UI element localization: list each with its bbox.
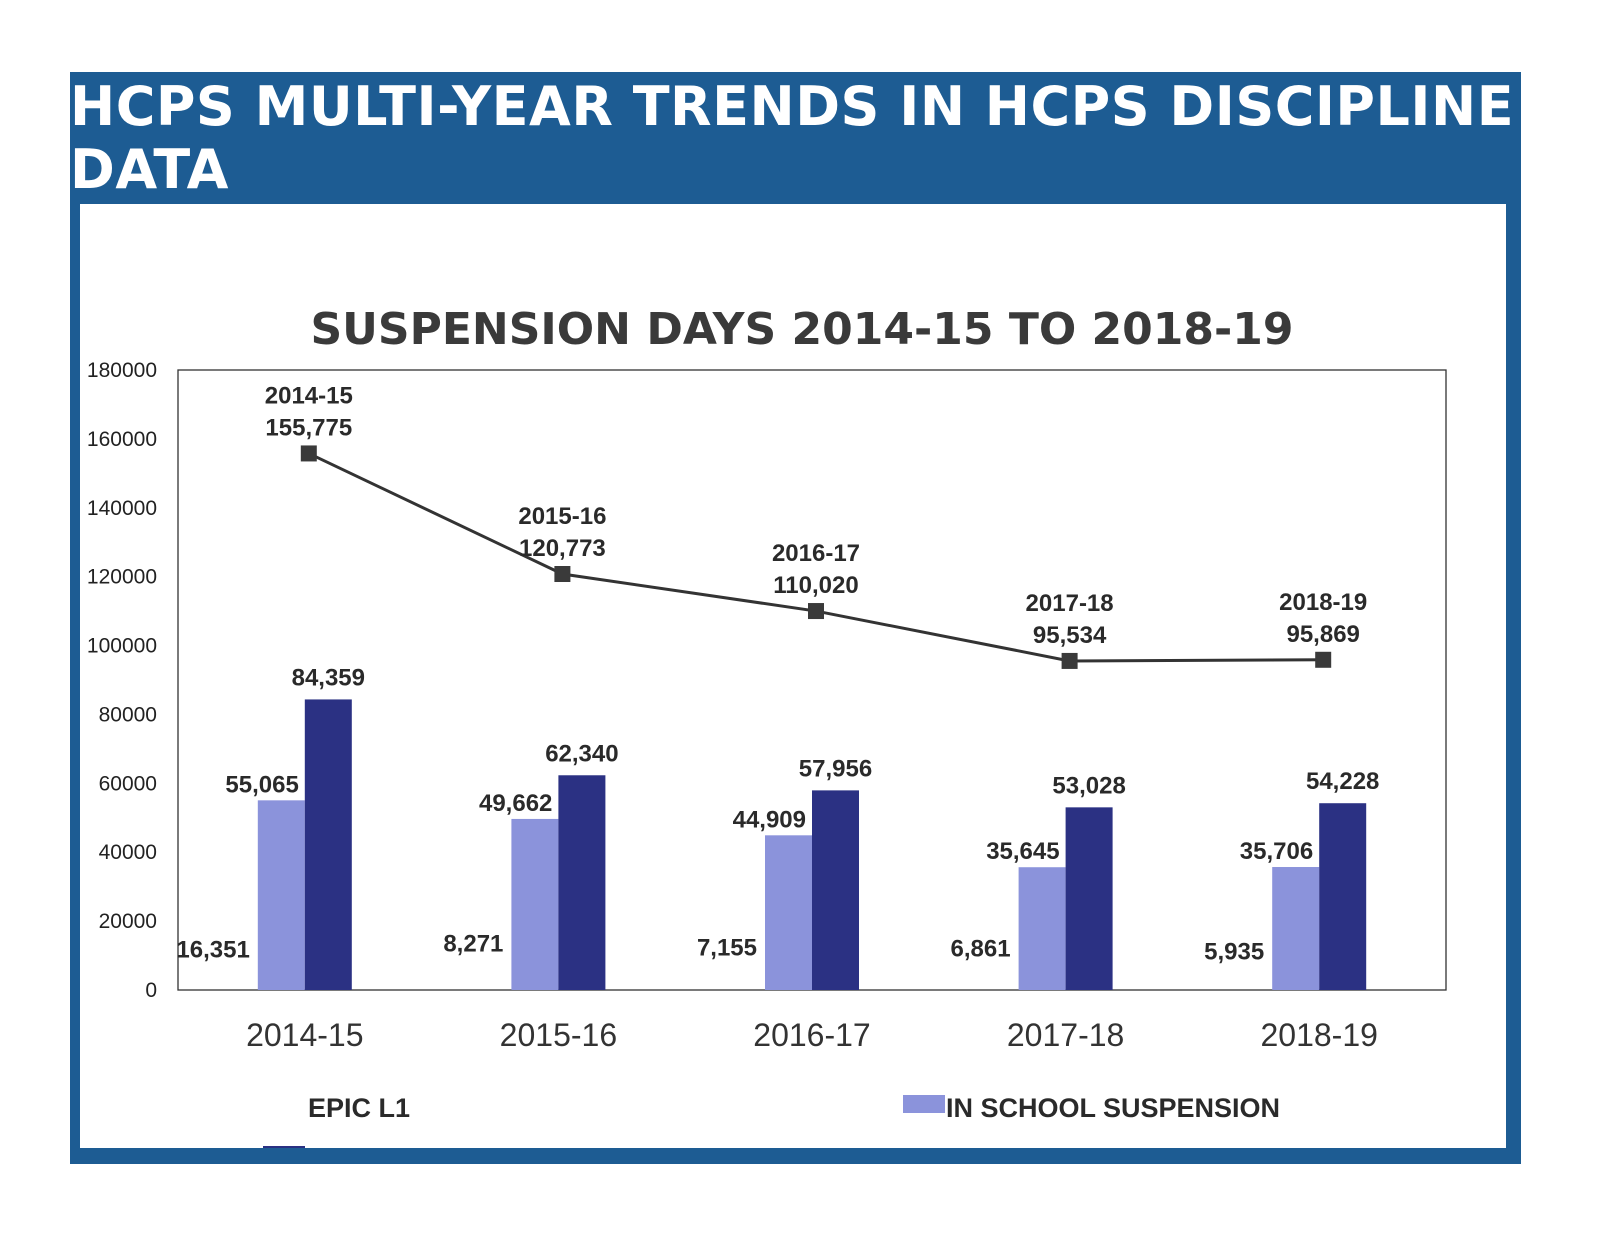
- line-marker: [1315, 651, 1332, 668]
- out-of-school-value-label: 53,028: [1052, 772, 1125, 799]
- y-tick-label: 60000: [99, 772, 157, 795]
- in-school-value-label: 55,065: [225, 771, 298, 798]
- x-category-label: 2016-17: [753, 1017, 870, 1053]
- suspension-chart: SUSPENSION DAYS 2014-15 TO 2018-19 0 20000…: [87, 304, 1447, 1148]
- line-year-label: 2016-17: [772, 540, 860, 567]
- out-of-school-value-label: 84,359: [292, 664, 365, 691]
- y-tick-label: 180000: [87, 359, 157, 382]
- legend-epic-l1: EPIC L1: [308, 1093, 410, 1123]
- y-tick-label: 80000: [99, 703, 157, 726]
- line-marker: [808, 603, 824, 620]
- x-category-label: 2015-16: [500, 1017, 617, 1053]
- in-school-value-label: 35,706: [1240, 838, 1313, 865]
- out-of-school-value-label: 57,956: [799, 755, 872, 782]
- frame: HCPS MULTI-YEAR TRENDS IN HCPS DISCIPLIN…: [70, 72, 1521, 1164]
- bar-out-of-school: [304, 699, 352, 990]
- line-marker: [300, 445, 317, 462]
- bar-out-of-school: [1065, 807, 1113, 990]
- out-of-school-value-label: 62,340: [545, 740, 618, 767]
- legend-out-of-school: OUT OF SCHOOL SUSPENSION: [307, 1144, 716, 1148]
- chart-title: SUSPENSION DAYS 2014-15 TO 2018-19: [310, 304, 1293, 355]
- line-value-label: 155,775: [265, 414, 352, 441]
- epic-l1-value-label: 8,271: [443, 931, 503, 958]
- line-value-label: 120,773: [519, 535, 606, 562]
- y-tick-label: 100000: [87, 635, 157, 658]
- bar-out-of-school: [1319, 803, 1367, 990]
- bar-out-of-school: [812, 790, 859, 990]
- y-tick-label: 140000: [87, 497, 157, 520]
- bar-in-school: [1272, 867, 1320, 990]
- legend-swatch-in-school: [903, 1095, 945, 1113]
- bar-out-of-school: [558, 775, 606, 990]
- line-year-label: 2014-15: [265, 382, 353, 409]
- epic-l1-value-label: 7,155: [697, 934, 757, 961]
- in-school-value-label: 35,645: [986, 838, 1059, 865]
- epic-l1-value-label: 6,861: [951, 935, 1011, 962]
- line-marker: [1061, 652, 1078, 669]
- epic-l1-value-label: 16,351: [176, 937, 249, 964]
- bar-in-school: [511, 818, 559, 990]
- y-tick-label: 40000: [99, 841, 157, 864]
- x-category-label: 2014-15: [246, 1017, 363, 1053]
- line-marker: [554, 566, 571, 583]
- x-category-label: 2018-19: [1260, 1017, 1377, 1053]
- y-tick-label: 120000: [87, 566, 157, 589]
- line-year-label: 2017-18: [1026, 590, 1114, 617]
- in-school-value-label: 44,909: [733, 806, 806, 833]
- bar-in-school: [257, 800, 305, 990]
- line-value-label: 95,869: [1286, 621, 1359, 648]
- page-title: HCPS MULTI-YEAR TRENDS IN HCPS DISCIPLIN…: [70, 75, 1515, 201]
- in-school-value-label: 49,662: [479, 790, 552, 817]
- chart-panel: SUSPENSION DAYS 2014-15 TO 2018-19 0 20000…: [80, 204, 1506, 1148]
- bar-in-school: [1018, 867, 1066, 990]
- x-category-label: 2017-18: [1007, 1017, 1124, 1053]
- epic-l1-value-label: 5,935: [1204, 939, 1264, 966]
- y-tick-label: 160000: [87, 428, 157, 451]
- bar-in-school: [765, 835, 812, 990]
- legend-days-all-suspension: DAYS - ALL SUSPENSION: [946, 1144, 1278, 1148]
- legend-swatch-out-of-school: [263, 1146, 305, 1148]
- line-value-label: 95,534: [1033, 622, 1107, 649]
- y-tick-label: 20000: [99, 910, 157, 933]
- out-of-school-value-label: 54,228: [1306, 768, 1379, 795]
- line-year-label: 2018-19: [1279, 589, 1367, 616]
- line-year-label: 2015-16: [518, 503, 606, 530]
- line-value-label: 110,020: [773, 572, 858, 599]
- legend-in-school: IN SCHOOL SUSPENSION: [946, 1093, 1280, 1123]
- y-tick-label: 0: [145, 979, 157, 1002]
